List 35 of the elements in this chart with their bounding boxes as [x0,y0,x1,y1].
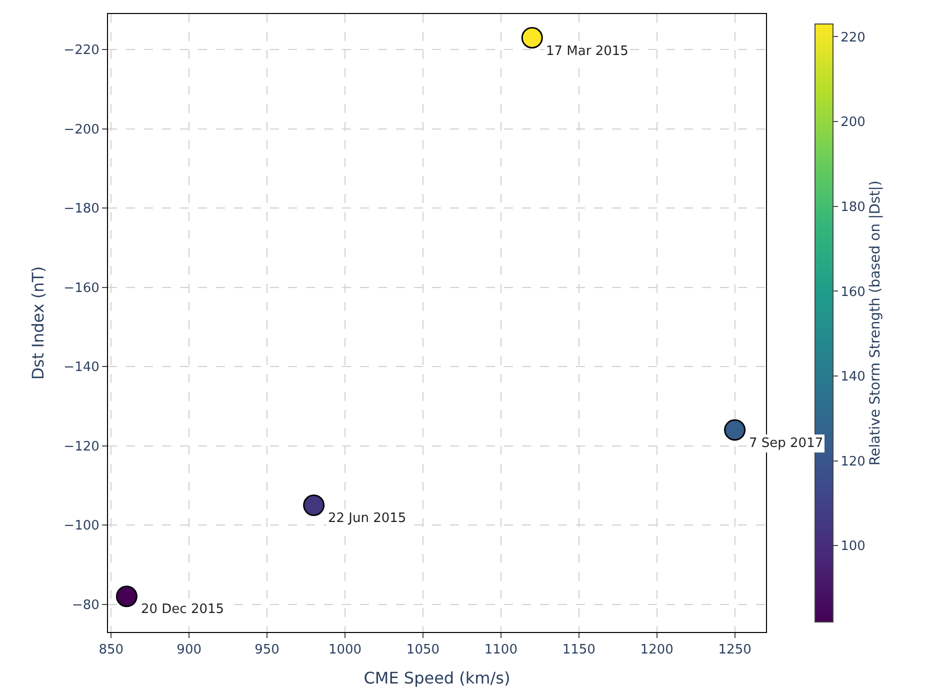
x-tick-label: 1200 [640,642,674,658]
y-tick-label: −200 [64,122,100,138]
x-axis-title: CME Speed (km/s) [364,668,510,688]
x-tick-label: 1000 [328,642,362,658]
y-tick-label: −100 [64,518,100,534]
annotation: 17 Mar 2015 [546,44,628,59]
x-tick-label: 850 [98,642,124,658]
point [724,419,746,441]
annotation: 20 Dec 2015 [141,602,224,617]
annotation: 22 Jun 2015 [328,511,406,526]
point [303,494,325,516]
y-tick-label: −220 [64,43,100,58]
point [521,27,543,49]
y-tick-label: −180 [64,202,100,217]
annotation: 7 Sep 2017 [749,436,824,451]
color-bar-label: 160 [840,284,866,300]
y-tick-label: −140 [64,360,100,376]
color-bar-label: 140 [840,370,866,385]
color-bar-label: 180 [840,200,866,215]
x-tick-label: 1100 [484,642,518,658]
x-tick-label: 900 [176,642,202,658]
color-bar-label: 220 [840,30,866,46]
color-bar-label: 120 [840,454,866,470]
point [116,586,138,608]
y-tick-label: −120 [64,439,100,454]
x-tick-label: 950 [254,642,280,658]
x-tick-label: 1150 [562,642,596,658]
color-bar-label: 100 [840,539,866,554]
x-tick-label: 1050 [406,642,440,658]
y-axis-title: Dst Index (nT) [28,266,48,380]
y-tick-label: −80 [72,598,100,613]
x-tick-label: 1250 [718,642,752,658]
y-tick-label: −160 [64,280,100,296]
color-bar-label: 200 [840,115,866,130]
color-bar-title: Relative Storm Strength (based on |Dst|) [867,180,884,466]
